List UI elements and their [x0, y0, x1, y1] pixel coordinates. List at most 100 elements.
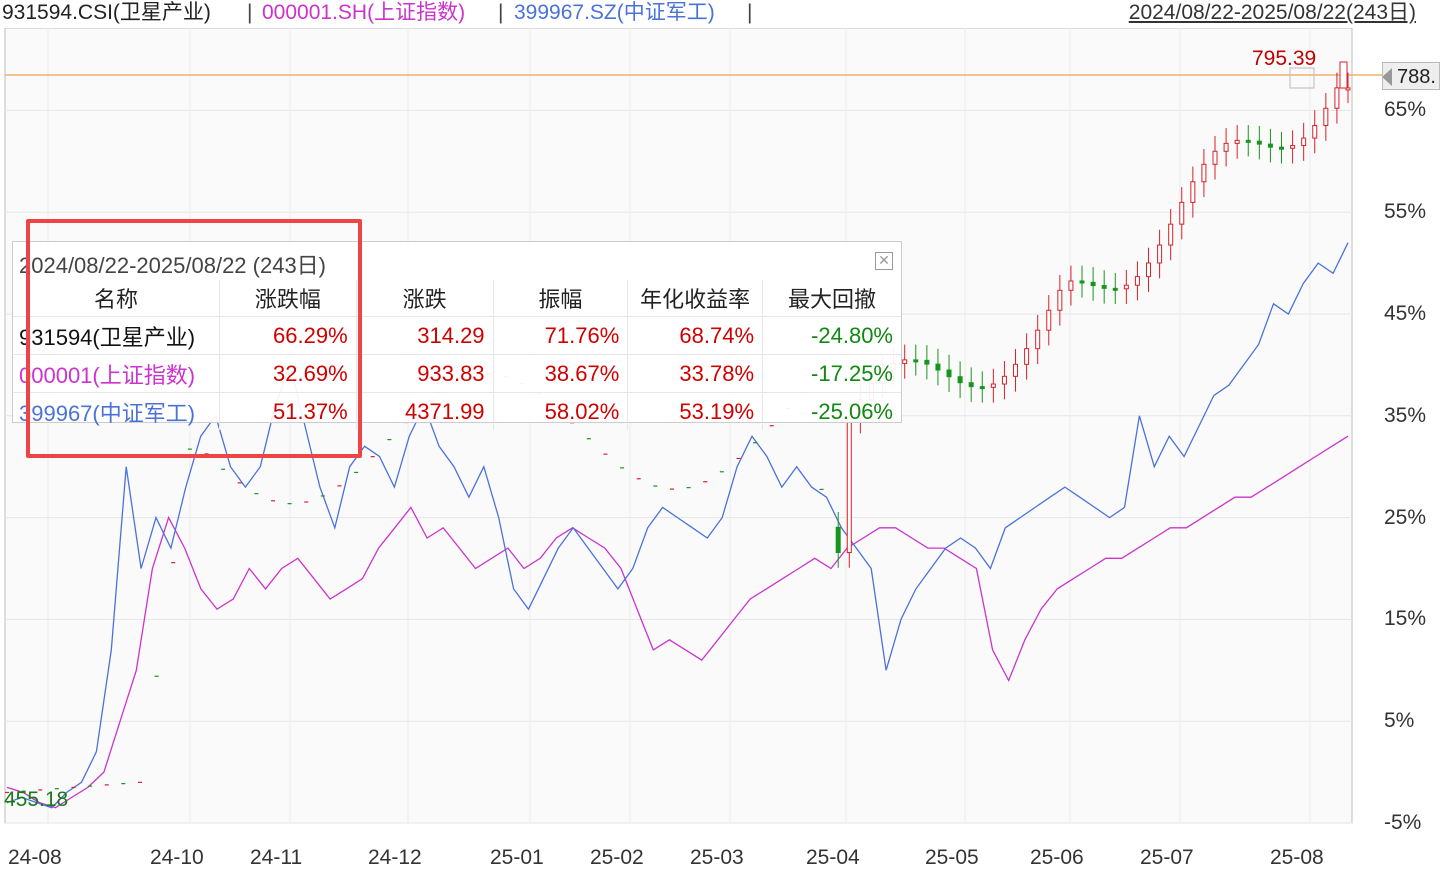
candle-body [1323, 107, 1329, 126]
row-max-drawdown: -25.06% [762, 392, 901, 430]
chart-header: 931594.CSI(卫星产业) | 000001.SH(上证指数) | 399… [0, 0, 1440, 28]
table-header-row: 名称 涨跌幅 涨跌 振幅 年化收益率 最大回撤 [13, 280, 901, 317]
x-tick-label: 25-02 [590, 846, 644, 869]
current-price-marker: 788. [1382, 62, 1440, 90]
stats-table: 名称 涨跌幅 涨跌 振幅 年化收益率 最大回撤 931594(卫星产业) 66.… [13, 280, 901, 430]
candle-body [1212, 150, 1218, 165]
x-tick-label: 25-07 [1140, 846, 1194, 869]
candle-body [1301, 137, 1307, 147]
candle-body [1013, 363, 1019, 377]
x-tick-label: 25-08 [1270, 846, 1324, 869]
x-tick-label: 25-05 [925, 846, 979, 869]
candle-body [1290, 145, 1296, 149]
series-line-military-index [6, 242, 1349, 809]
table-row: 399967(中证军工) 51.37% 4371.99 58.02% 53.19… [13, 392, 901, 430]
row-change: 933.83 [356, 354, 494, 393]
row-change-pct: 66.29% [219, 316, 357, 355]
x-tick-label: 25-01 [490, 846, 544, 869]
candle-body [1267, 143, 1273, 148]
x-tick-label: 24-08 [8, 846, 62, 869]
low-price-label: 455.18 [4, 788, 69, 811]
candle-body [1190, 181, 1196, 203]
x-tick-label: 25-03 [690, 846, 744, 869]
candle-body [1046, 309, 1052, 331]
row-change: 314.29 [356, 316, 494, 355]
header-separator: | [747, 1, 753, 24]
column-header: 涨跌 [356, 280, 494, 317]
candle-body [1157, 244, 1163, 264]
popup-title: 2024/08/22-2025/08/22 (243日) [19, 253, 327, 278]
row-amplitude: 71.76% [493, 316, 629, 355]
candle-body [1112, 287, 1118, 291]
row-amplitude: 58.02% [493, 392, 629, 430]
candle-body [1134, 276, 1140, 286]
header-series1-label[interactable]: 931594.CSI(卫星产业) [2, 1, 211, 24]
y-tick-label: 35% [1384, 403, 1427, 427]
row-name: 399967(中证军工) [13, 392, 220, 430]
zoom-box [1289, 67, 1315, 89]
row-annual-return: 68.74% [627, 316, 764, 355]
column-header: 名称 [13, 280, 220, 317]
date-range-label[interactable]: 2024/08/22-2025/08/22(243日) [1128, 1, 1416, 24]
candle-body [1334, 87, 1340, 109]
candle-body [913, 359, 919, 363]
header-separator: | [247, 1, 253, 24]
candle-body [1090, 281, 1096, 287]
column-header: 年化收益率 [627, 280, 764, 317]
candle-body [1245, 139, 1251, 143]
y-tick-label: -5% [1384, 811, 1422, 834]
header-series2-label[interactable]: 000001.SH(上证指数) [262, 1, 466, 24]
candle-body [1101, 285, 1107, 289]
column-header: 涨跌幅 [219, 280, 357, 317]
candle-body [968, 382, 974, 388]
candle-body [1146, 262, 1152, 278]
candle-body [1256, 140, 1262, 145]
y-tick-label: 65% [1384, 98, 1427, 122]
candle-body [1057, 289, 1063, 311]
candle-body [1201, 163, 1207, 183]
candle-body [1024, 348, 1030, 365]
y-tick-label: 25% [1384, 505, 1427, 529]
close-icon[interactable]: ✕ [875, 252, 893, 270]
candle-body [1035, 329, 1041, 350]
candle-body [835, 526, 841, 554]
row-max-drawdown: -24.80% [762, 316, 901, 355]
candle-body [924, 359, 930, 365]
y-tick-label: 15% [1384, 607, 1427, 631]
last-candle [1339, 61, 1348, 89]
candle-body [979, 386, 985, 390]
y-tick-label: 45% [1384, 302, 1427, 325]
candle-body [1168, 223, 1174, 246]
candle-body [990, 383, 996, 388]
column-header: 最大回撤 [788, 287, 877, 312]
row-name: 000001(上证指数) [13, 354, 220, 393]
x-tick-label: 24-10 [150, 846, 204, 869]
row-amplitude: 38.67% [493, 354, 629, 393]
candle-body [1079, 280, 1085, 284]
candle-body [902, 359, 908, 364]
row-max-drawdown: -17.25% [762, 354, 901, 393]
table-row: 000001(上证指数) 32.69% 933.83 38.67% 33.78%… [13, 354, 901, 393]
column-header: 振幅 [493, 280, 629, 317]
row-change-pct: 32.69% [219, 354, 357, 393]
series-line-shanghai-index [6, 435, 1349, 809]
candle-body [1223, 142, 1229, 152]
candle-body [946, 369, 952, 378]
x-tick-label: 24-12 [368, 846, 422, 869]
candle-body [1234, 139, 1240, 144]
candle-body [1279, 146, 1285, 150]
candle-body [957, 376, 963, 384]
row-annual-return: 53.19% [627, 392, 764, 430]
candle-body [1345, 87, 1351, 91]
x-tick-label: 25-06 [1030, 846, 1084, 869]
y-tick-label: 5% [1384, 709, 1415, 733]
candle-body [846, 417, 852, 554]
y-tick-label: 55% [1384, 200, 1427, 224]
row-change: 4371.99 [356, 392, 494, 430]
candle-body [1123, 284, 1129, 290]
row-annual-return: 33.78% [627, 354, 764, 393]
candle-body [1312, 124, 1318, 139]
x-tick-label: 25-04 [806, 846, 860, 869]
header-series3-label[interactable]: 399967.SZ(中证军工) [514, 1, 715, 24]
